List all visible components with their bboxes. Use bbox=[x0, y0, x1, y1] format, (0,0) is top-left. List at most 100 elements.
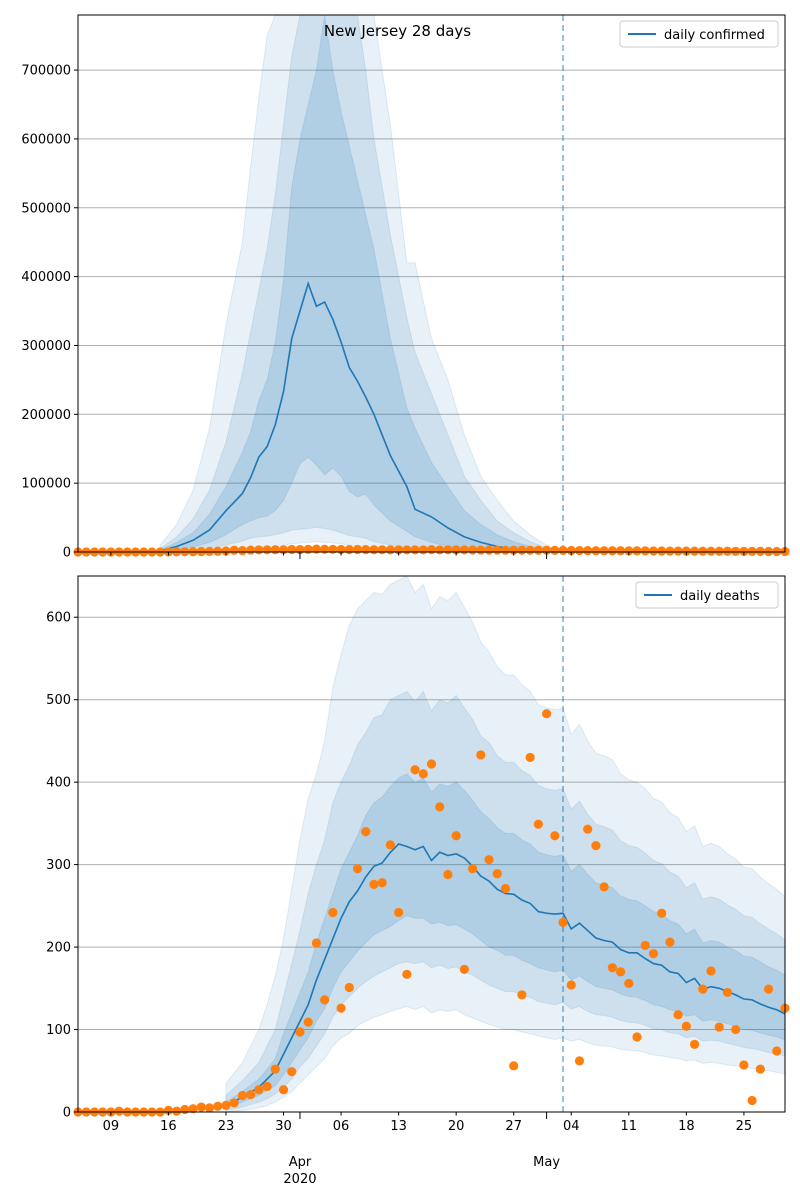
confirmed-y-tick-label: 400000 bbox=[21, 270, 71, 285]
confirmed-observed-point bbox=[262, 545, 272, 555]
deaths-observed-point bbox=[574, 1056, 585, 1066]
deaths-legend-label: daily deaths bbox=[680, 589, 760, 604]
confirmed-observed-point bbox=[665, 546, 675, 556]
confirmed-observed-point bbox=[287, 544, 297, 555]
month-axis-labels: Apr 2020 May bbox=[283, 1155, 560, 1187]
deaths-observed-point bbox=[689, 1039, 700, 1049]
deaths-y-tick-label: 600 bbox=[46, 611, 71, 626]
deaths-observed-point bbox=[295, 1027, 305, 1037]
confirmed-observed-point bbox=[443, 545, 453, 555]
confirmed-observed-point bbox=[574, 545, 585, 556]
confirmed-observed-point bbox=[500, 545, 511, 555]
confirmed-observed-point bbox=[566, 545, 576, 556]
deaths-observed-point bbox=[706, 966, 716, 976]
deaths-observed-point bbox=[402, 969, 412, 979]
confirmed-legend-label: daily confirmed bbox=[664, 28, 765, 43]
confirmed-observed-point bbox=[254, 545, 264, 555]
confirmed-observed-point bbox=[763, 546, 774, 557]
deaths-observed-point bbox=[246, 1090, 256, 1100]
confirmed-observed-point bbox=[311, 544, 322, 554]
confirmed-observed-point bbox=[755, 546, 765, 556]
confirmed-y-ticks: 0 100000 200000 300000 400000 500000 600000 700… bbox=[21, 64, 78, 561]
confirmed-observed-point bbox=[459, 545, 469, 555]
deaths-observed-point bbox=[607, 963, 617, 973]
deaths-observed-point bbox=[303, 1017, 313, 1027]
deaths-y-tick-label: 500 bbox=[46, 693, 71, 708]
deaths-observed-point bbox=[188, 1104, 198, 1114]
deaths-observed-point bbox=[320, 995, 330, 1005]
month-label: May bbox=[533, 1155, 560, 1170]
confirmed-median-line bbox=[160, 280, 564, 553]
deaths-observed-point bbox=[385, 840, 395, 850]
confirmed-y-tick-label: 500000 bbox=[21, 201, 71, 216]
deaths-axes-frame bbox=[77, 575, 786, 1113]
deaths-observed-point bbox=[459, 964, 469, 974]
deaths-observed-point bbox=[722, 987, 733, 998]
confirmed-observed-point bbox=[418, 545, 428, 555]
deaths-y-tick-label: 200 bbox=[46, 941, 71, 956]
deaths-observed-point bbox=[492, 869, 502, 879]
confirmed-observed-point bbox=[246, 545, 256, 555]
confirmed-series-line bbox=[160, 280, 564, 553]
deaths-observed-point bbox=[640, 940, 650, 951]
confirmed-observed-point bbox=[229, 545, 239, 555]
deaths-x-tick-label: 30 bbox=[275, 1119, 292, 1134]
deaths-observed-point bbox=[731, 1024, 741, 1035]
deaths-observed-point bbox=[615, 967, 626, 977]
deaths-observed-point bbox=[525, 752, 535, 763]
deaths-observed-point bbox=[673, 1010, 683, 1020]
deaths-observed-point bbox=[328, 907, 338, 918]
confirmed-observed-point bbox=[270, 545, 280, 555]
confirmed-observed-point bbox=[369, 545, 379, 555]
deaths-observed-point bbox=[468, 864, 478, 874]
deaths-observed-point bbox=[648, 949, 659, 959]
deaths-observed-point bbox=[476, 750, 486, 760]
confirmed-observed-point bbox=[426, 545, 437, 555]
deaths-observed-point bbox=[624, 978, 634, 988]
confirmed-observed-point bbox=[410, 545, 420, 555]
confirmed-y-tick-label: 700000 bbox=[21, 64, 71, 79]
confirmed-y-tick-label: 200000 bbox=[21, 408, 71, 423]
confirmed-observed-point bbox=[731, 546, 741, 556]
deaths-observed-point bbox=[665, 937, 675, 947]
confirmed-observed-point bbox=[237, 546, 248, 556]
confirmed-observed-point bbox=[648, 546, 659, 556]
deaths-observed-point bbox=[714, 1022, 724, 1032]
chart-title: New Jersey 28 days bbox=[324, 22, 471, 40]
confirmed-observed-point bbox=[689, 546, 700, 556]
deaths-observed-point bbox=[204, 1103, 215, 1113]
deaths-observed-point bbox=[739, 1060, 749, 1070]
deaths-observed-point bbox=[550, 831, 560, 841]
confirmed-observed-point bbox=[517, 545, 527, 555]
deaths-observed-point bbox=[262, 1081, 272, 1092]
deaths-observed-point bbox=[180, 1104, 190, 1115]
confirmed-observed-point bbox=[385, 545, 395, 555]
confirmed-observed-point bbox=[328, 544, 338, 554]
confirmed-observed-point bbox=[550, 545, 560, 555]
deaths-observed-point bbox=[566, 980, 576, 990]
confirmed-observed-point bbox=[624, 546, 634, 556]
deaths-observed-point bbox=[632, 1032, 642, 1042]
confirmed-x-ticks bbox=[110, 552, 745, 559]
confirmed-panel: 0 100000 200000 300000 400000 500000 600000 700… bbox=[21, 14, 790, 561]
confirmed-observed-point bbox=[525, 545, 535, 555]
deaths-observed-point bbox=[443, 869, 453, 880]
deaths-observed-point bbox=[755, 1064, 765, 1074]
deaths-observed-point bbox=[311, 938, 322, 948]
deaths-observed-point bbox=[394, 907, 404, 918]
confirmed-observed-point bbox=[615, 546, 626, 556]
deaths-observed-point bbox=[221, 1100, 231, 1110]
deaths-observed-point bbox=[377, 878, 387, 888]
confirmed-gridlines bbox=[78, 69, 785, 484]
deaths-legend-box bbox=[635, 581, 779, 609]
confirmed-observed-point bbox=[706, 546, 716, 556]
confirmed-observed-point bbox=[221, 546, 231, 556]
deaths-observed-point bbox=[591, 841, 601, 851]
deaths-gridlines bbox=[78, 616, 785, 1031]
deaths-observed-point bbox=[657, 908, 667, 918]
confirmed-observed-point bbox=[303, 544, 313, 554]
confirmed-observed-point bbox=[435, 545, 445, 555]
confirmed-observed-point bbox=[607, 546, 617, 556]
confirmed-observed-point bbox=[361, 545, 371, 555]
